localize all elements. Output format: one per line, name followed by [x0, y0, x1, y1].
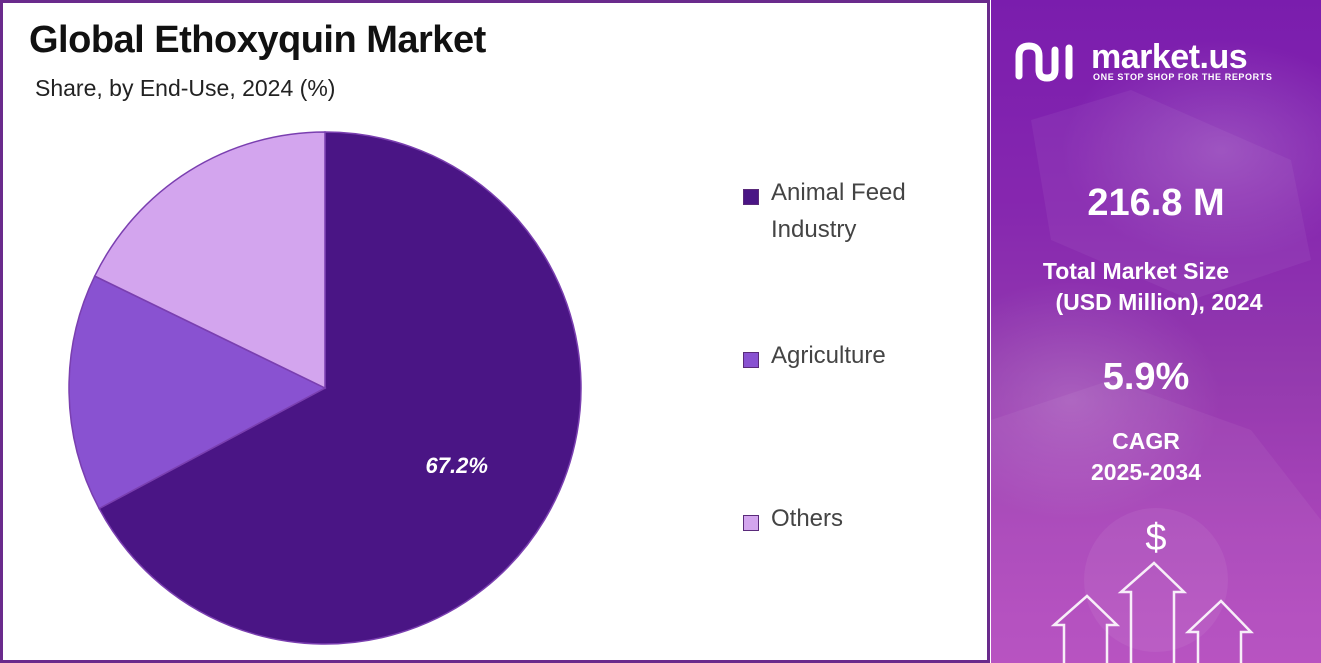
pie-slice-agriculture [68, 275, 327, 510]
legend-label-animal-feed-line1: Animal Feed [771, 179, 906, 206]
chart-panel: Global Ethoxyquin Market Share, by End-U… [0, 0, 990, 663]
rising-arrows-icon [1050, 561, 1254, 663]
summary-sidebar: market.us ONE STOP SHOP FOR THE REPORTS … [991, 0, 1321, 663]
dollar-icon: $ [1145, 517, 1167, 559]
chart-subtitle: Share, by End-Use, 2024 (%) [35, 75, 336, 101]
cagr-value: 5.9% [1102, 356, 1190, 398]
pie-slice-animal-feed-industry [98, 131, 582, 645]
legend-item-agriculture: Agriculture [743, 342, 963, 374]
legend-label-animal-feed-line2: Industry [771, 216, 857, 243]
pie-data-label-animal-feed-industry: 67.2% [426, 453, 488, 478]
legend-item-animal-feed-industry: Animal Feed Industry [743, 179, 963, 248]
legend-label-animal-feed-industry: Animal Feed Industry [771, 174, 906, 248]
legend-swatch-others [743, 515, 759, 531]
cagr-label-line2: 2025-2034 [1091, 459, 1201, 485]
brand-logo: market.us ONE STOP SHOP FOR THE REPORTS [1013, 38, 1303, 88]
legend-swatch-agriculture [743, 352, 759, 368]
market-size-label-line1: Total Market Size [1042, 258, 1230, 284]
market-size-label-line2: (USD Million), 2024 [1055, 289, 1263, 315]
brand-name: market.us [1091, 38, 1248, 76]
legend-label-others: Others [771, 505, 844, 532]
background-decoration [991, 0, 1321, 663]
pie-slice-others [93, 131, 326, 390]
legend-swatch-animal-feed-industry [743, 189, 759, 205]
pie-chart: 67.2% [68, 131, 582, 645]
legend-item-others: Others [743, 505, 963, 537]
legend-label-agriculture: Agriculture [771, 342, 886, 369]
brand-tagline: ONE STOP SHOP FOR THE REPORTS [1093, 72, 1273, 82]
market-us-logo-icon [1015, 42, 1073, 82]
cagr-label-line1: CAGR [1112, 428, 1180, 454]
market-size-value: 216.8 M [1087, 182, 1225, 224]
chart-title: Global Ethoxyquin Market [29, 19, 486, 61]
